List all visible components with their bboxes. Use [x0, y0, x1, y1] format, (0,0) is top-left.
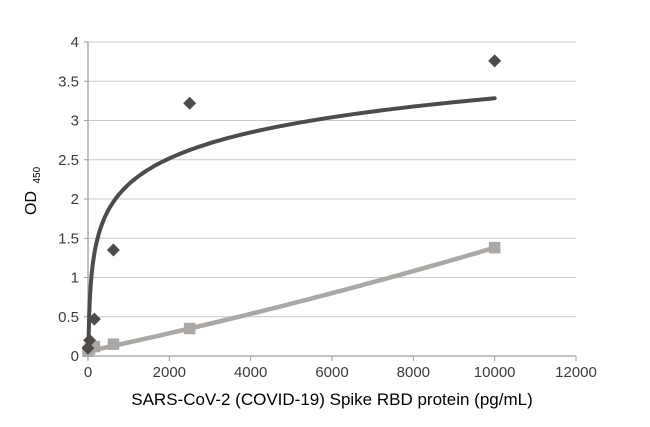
diamond-marker — [106, 243, 120, 257]
dark-diamonds-trendline — [86, 96, 497, 357]
x-tick-label: 0 — [84, 364, 92, 381]
x-axis-tick-labels: 0 2000 4000 6000 8000 10000 12000 — [84, 364, 597, 381]
y-tick-label: 2 — [71, 191, 79, 208]
series-curve-dark-diamonds — [86, 96, 497, 357]
x-tick-label: 2000 — [153, 364, 186, 381]
x-tick-label: 6000 — [315, 364, 348, 381]
gray-squares-trendline — [85, 245, 497, 354]
gridlines — [88, 41, 576, 318]
square-marker — [488, 241, 501, 254]
x-tick-label: 10000 — [474, 364, 516, 381]
square-marker — [107, 338, 120, 350]
y-tick-label: 0 — [71, 348, 79, 365]
y-tick-label: 3.5 — [58, 73, 79, 90]
square-marker — [183, 322, 196, 335]
y-tick-label: 0.5 — [58, 309, 79, 326]
x-tick-label: 12000 — [555, 364, 597, 381]
series-markers-dark-diamonds — [81, 54, 502, 355]
x-tick-label: 8000 — [397, 364, 430, 381]
y-tick-label: 2.5 — [58, 152, 79, 169]
y-tick-label: 1 — [71, 270, 79, 287]
y-tick-label: 3 — [71, 113, 79, 130]
square-marker — [88, 340, 101, 353]
axes — [84, 41, 577, 361]
y-tick-label: 1.5 — [58, 230, 79, 247]
series-curve-gray-squares — [85, 245, 497, 354]
x-axis-title: SARS-CoV-2 (COVID-19) Spike RBD protein … — [131, 390, 533, 409]
diamond-marker — [183, 96, 197, 110]
diamond-marker — [87, 312, 101, 326]
y-axis-title: OD 450 — [23, 166, 43, 215]
diamond-marker — [83, 333, 97, 347]
x-tick-label: 4000 — [234, 364, 267, 381]
diamond-marker — [488, 54, 502, 68]
data-series-layer — [81, 54, 502, 358]
y-tick-label: 4 — [71, 34, 79, 51]
y-axis-title-main: OD — [23, 191, 40, 215]
y-axis-tick-labels: 0 0.5 1 1.5 2 2.5 3 3.5 4 — [58, 34, 79, 365]
y-axis-title-subscript: 450 — [32, 166, 43, 183]
